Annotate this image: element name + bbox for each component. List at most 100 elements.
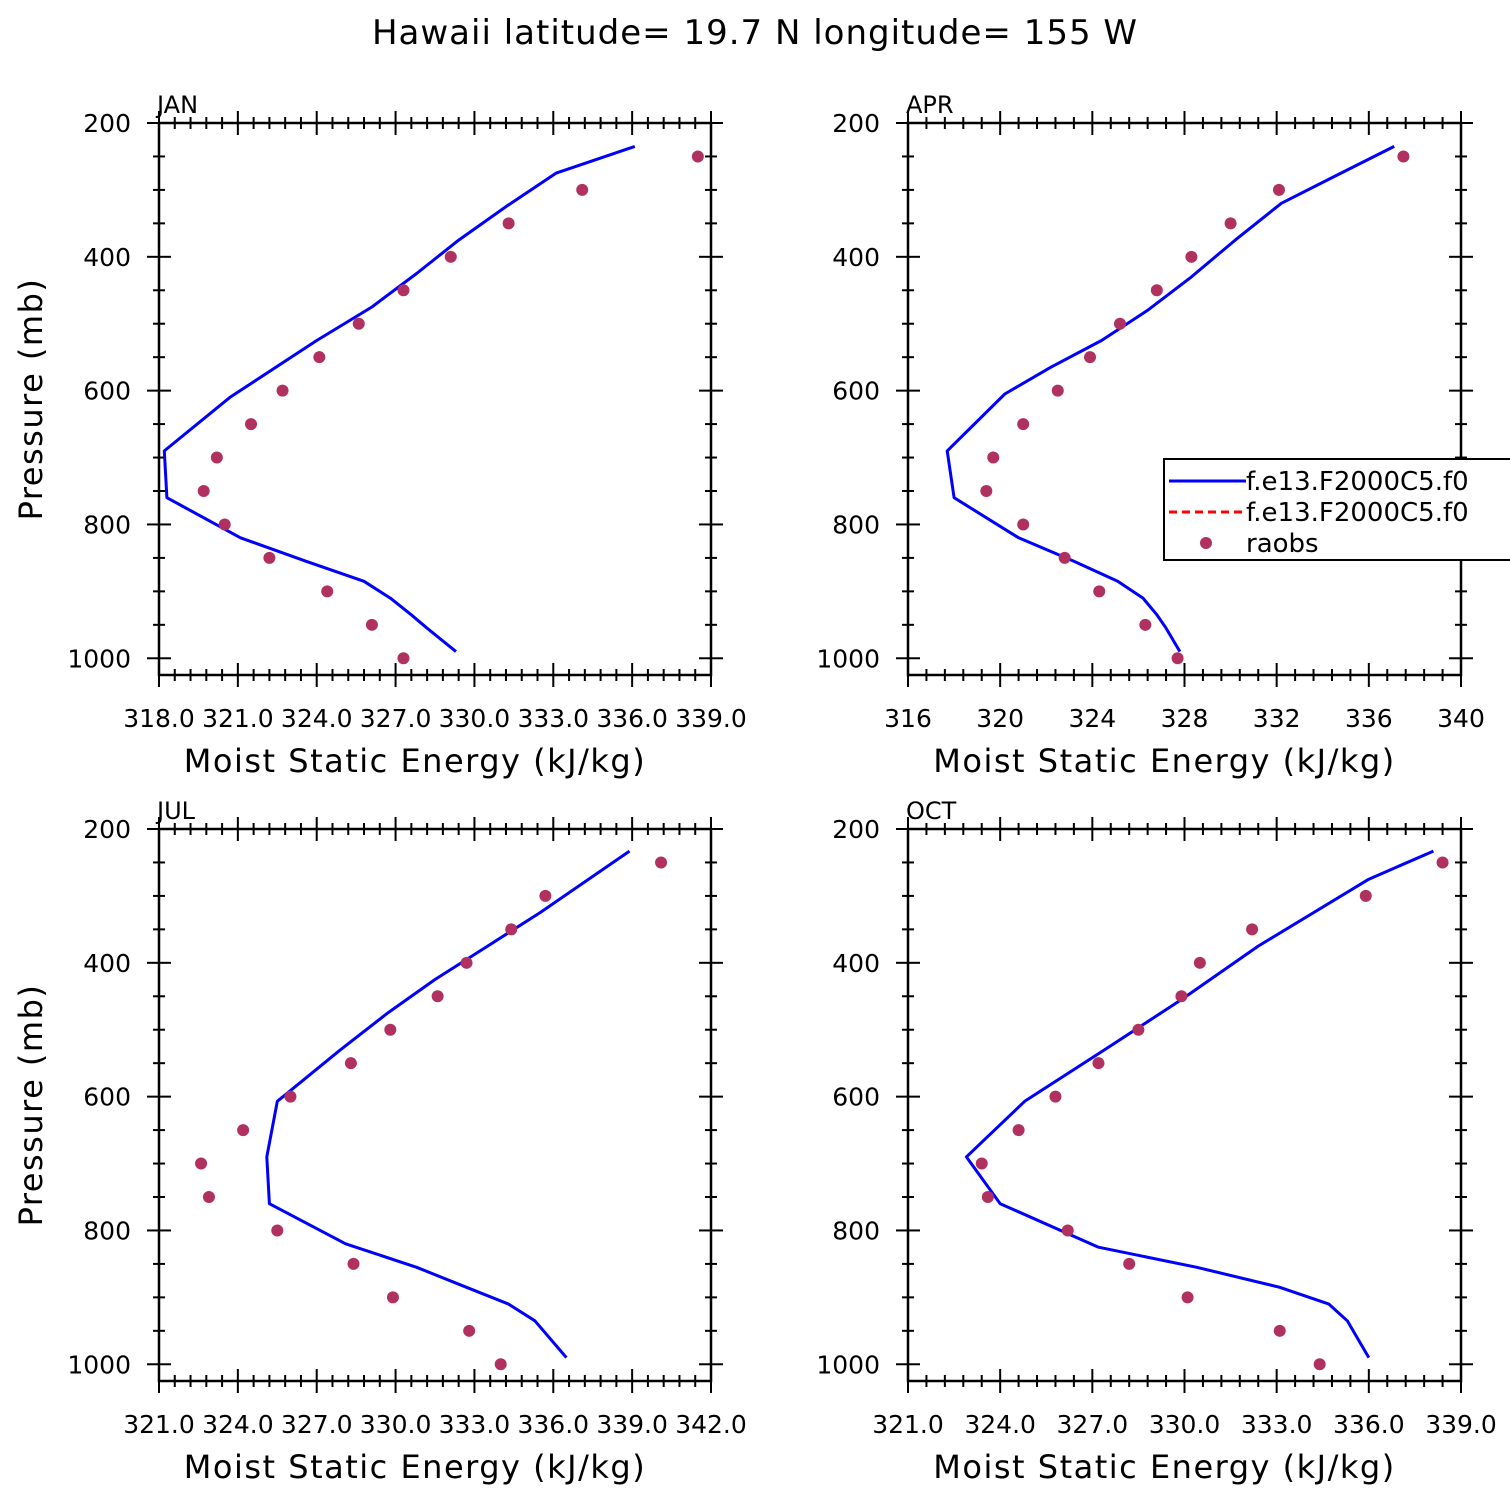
x-tick-label: 324.0	[281, 704, 353, 733]
y-axis-label: Pressure (mb)	[12, 278, 50, 521]
raobs-point	[1272, 183, 1285, 196]
y-tick-label: 400	[83, 949, 131, 978]
x-axis-label: Moist Static Energy (kJ/kg)	[933, 742, 1395, 780]
x-tick-label: 324	[1068, 704, 1116, 733]
raobs-point	[655, 856, 668, 869]
raobs-point	[197, 485, 210, 497]
y-tick-label: 1000	[816, 1350, 880, 1379]
panel-label: OCT	[906, 797, 957, 825]
y-tick-label: 800	[832, 1216, 880, 1245]
series-group	[195, 849, 668, 1371]
raobs-point	[460, 956, 473, 969]
x-tick-label: 327.0	[281, 1410, 353, 1439]
x-tick-label: 328	[1161, 704, 1209, 733]
raobs-point	[431, 990, 444, 1003]
raobs-point	[321, 585, 334, 598]
raobs-point	[1012, 1124, 1025, 1137]
raobs-point	[1084, 351, 1097, 364]
y-tick-label: 600	[83, 377, 131, 406]
raobs-point	[284, 1090, 297, 1103]
raobs-point	[1273, 1324, 1286, 1337]
raobs-point	[691, 150, 704, 163]
y-tick-label: 600	[832, 377, 880, 406]
raobs-point	[202, 1191, 215, 1203]
model-line	[945, 145, 1395, 653]
x-tick-label: 321.0	[123, 1410, 195, 1439]
raobs-point	[1092, 1057, 1105, 1070]
raobs-point	[1397, 150, 1410, 163]
raobs-point	[1058, 551, 1071, 564]
raobs-point	[245, 418, 257, 431]
y-tick-label: 200	[832, 815, 880, 844]
y-tick-label: 800	[832, 510, 880, 539]
panel-jul: JUL 321.0 324.0 327.0 330.0 333.0 336.0 339.0 34…	[12, 797, 747, 1486]
x-tick-label: 336.0	[1333, 1410, 1405, 1439]
x-axis-label: Moist Static Energy (kJ/kg)	[184, 1448, 646, 1486]
ticks	[896, 111, 1473, 687]
raobs-point	[397, 284, 410, 297]
raobs-point	[1359, 889, 1372, 902]
raobs-point	[980, 485, 993, 497]
raobs-point	[1017, 518, 1030, 531]
figure-title: Hawaii latitude= 19.7 N longitude= 155 W	[372, 13, 1138, 53]
y-tick-label: 1000	[67, 644, 131, 673]
raobs-point	[386, 1291, 399, 1304]
raobs-point	[494, 1358, 507, 1371]
x-tick-label: 318.0	[123, 704, 195, 733]
raobs-point	[276, 384, 289, 397]
raobs-point	[1123, 1257, 1136, 1270]
x-axis-label: Moist Static Energy (kJ/kg)	[184, 742, 646, 780]
raobs-point	[352, 317, 365, 330]
series-group	[964, 849, 1449, 1371]
raobs-point	[1017, 418, 1030, 431]
raobs-point	[444, 250, 457, 263]
raobs-point	[1175, 990, 1188, 1003]
x-tick-label: 327.0	[1057, 1410, 1129, 1439]
y-axis-label: Pressure (mb)	[12, 984, 50, 1227]
raobs-point	[384, 1023, 397, 1036]
raobs-point	[1139, 618, 1152, 631]
legend-marker	[1200, 537, 1212, 549]
panel-label: JAN	[155, 91, 198, 119]
raobs-point	[1436, 856, 1449, 869]
raobs-point	[1150, 284, 1163, 297]
x-tick-label: 333.0	[517, 704, 589, 733]
raobs-point	[1171, 652, 1184, 665]
x-tick-label: 320	[976, 704, 1024, 733]
raobs-point	[1181, 1291, 1194, 1304]
y-tick-label: 200	[832, 109, 880, 138]
panels: JAN 318.0 321.0 324.0 327.0 330.0 333.0 336.0 33…	[12, 91, 1497, 1486]
y-tick-label: 400	[832, 243, 880, 272]
legend-entry-label: f.e13.F2000C5.f0	[1246, 498, 1469, 528]
raobs-point	[210, 451, 223, 464]
raobs-point	[237, 1124, 250, 1137]
raobs-point	[987, 451, 1000, 464]
x-tick-label: 339.0	[675, 704, 747, 733]
x-tick-label: 339.0	[1425, 1410, 1497, 1439]
raobs-point	[1051, 384, 1064, 397]
legend-entry-label: raobs	[1246, 529, 1319, 559]
raobs-point	[347, 1257, 360, 1270]
raobs-point	[1185, 250, 1198, 263]
x-tick-label: 316	[884, 704, 932, 733]
y-tick-label: 800	[83, 510, 131, 539]
x-tick-label: 336	[1345, 704, 1393, 733]
ticks	[147, 817, 723, 1393]
x-tick-label: 330.0	[439, 704, 511, 733]
raobs-point	[365, 618, 378, 631]
raobs-point	[218, 518, 231, 531]
raobs-point	[263, 551, 276, 564]
panel-label: JUL	[155, 797, 196, 825]
y-tick-label: 200	[83, 815, 131, 844]
plot-frame	[906, 121, 1463, 677]
x-tick-label: 336.0	[517, 1410, 589, 1439]
y-tick-label: 600	[83, 1083, 131, 1112]
raobs-point	[505, 923, 518, 936]
raobs-point	[463, 1324, 476, 1337]
raobs-point	[1224, 217, 1237, 230]
raobs-point	[1246, 923, 1259, 936]
raobs-point	[271, 1224, 284, 1237]
model-line	[964, 849, 1434, 1359]
x-tick-label: 332	[1253, 704, 1301, 733]
